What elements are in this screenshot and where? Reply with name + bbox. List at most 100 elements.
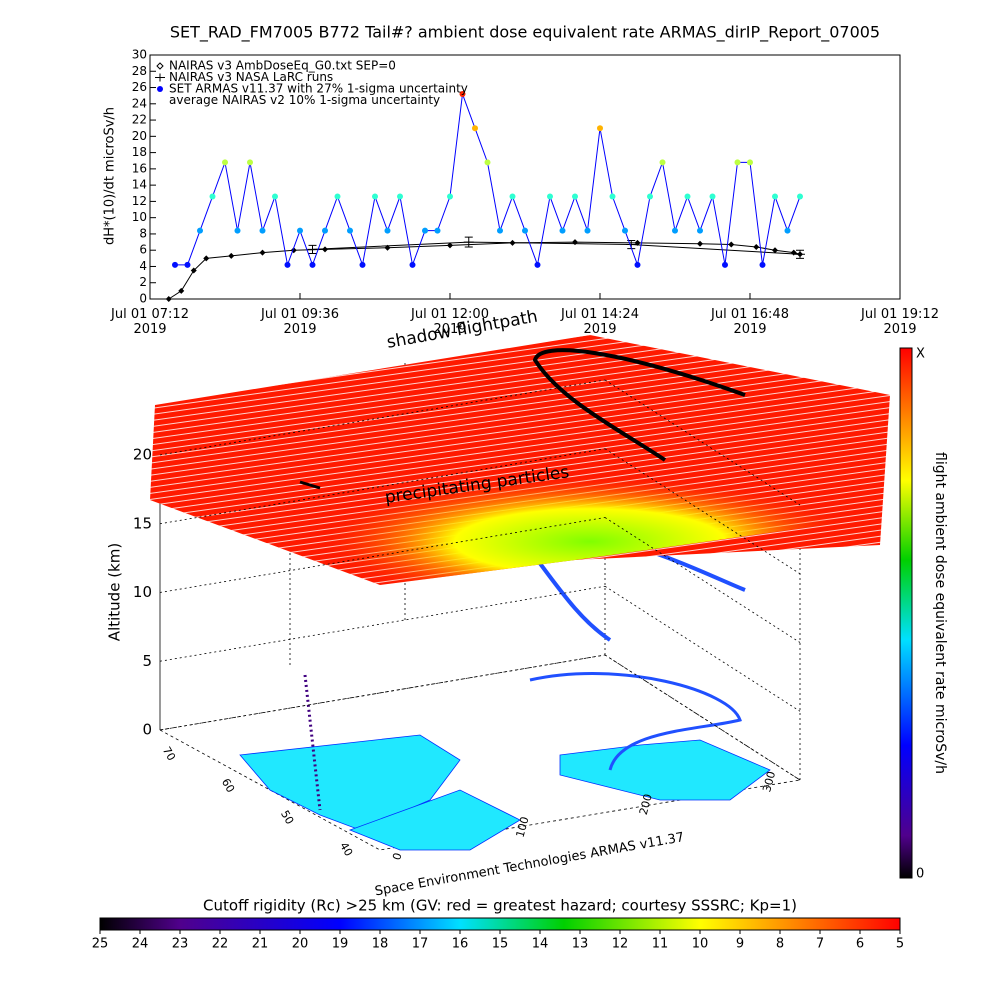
legend-marker bbox=[157, 86, 163, 92]
point bbox=[347, 227, 353, 234]
point bbox=[534, 261, 541, 268]
point bbox=[659, 159, 666, 166]
z-grid bbox=[604, 379, 801, 506]
point bbox=[697, 227, 703, 234]
point bbox=[484, 159, 491, 166]
z-grid bbox=[604, 654, 801, 781]
point bbox=[259, 227, 266, 234]
colorbar-tick-label: 21 bbox=[252, 937, 269, 952]
point bbox=[522, 227, 528, 234]
lon-tick-label: 0 bbox=[390, 851, 404, 861]
series-line bbox=[312, 241, 801, 255]
colorbar-tick-label: 16 bbox=[452, 937, 469, 952]
colorbar-tick-label: 10 bbox=[692, 937, 709, 952]
point bbox=[634, 261, 641, 268]
y-tick-label: 18 bbox=[132, 145, 147, 159]
colorbar-tick-label: 24 bbox=[132, 937, 149, 952]
point bbox=[297, 227, 303, 234]
z-tick-label: 15 bbox=[133, 514, 152, 532]
slab-hotspot bbox=[260, 440, 860, 585]
point bbox=[597, 125, 603, 132]
z-grid bbox=[159, 585, 606, 662]
point bbox=[734, 159, 741, 166]
y-tick-label: 28 bbox=[132, 64, 147, 78]
point bbox=[334, 193, 341, 200]
point bbox=[753, 243, 760, 250]
point bbox=[197, 227, 203, 234]
point bbox=[359, 261, 366, 268]
point bbox=[259, 249, 266, 256]
y-tick-label: 2 bbox=[139, 275, 147, 289]
point bbox=[272, 193, 278, 200]
error-bar bbox=[626, 239, 637, 250]
point bbox=[372, 193, 378, 200]
point bbox=[384, 227, 391, 234]
y-tick-label: 10 bbox=[132, 210, 147, 224]
z-grid bbox=[604, 585, 801, 712]
lon-tick-label: 200 bbox=[637, 793, 655, 817]
legend-marker bbox=[156, 62, 164, 70]
y-tick-label: 22 bbox=[132, 113, 147, 127]
colorbar-tick-label: 14 bbox=[532, 937, 549, 952]
legend-marker bbox=[155, 73, 165, 82]
x-tick-label: Jul 01 19:12 2019 bbox=[861, 307, 939, 337]
y-label: dH*(10)/dt microSv/h bbox=[103, 107, 118, 245]
z-grid bbox=[159, 379, 606, 456]
point bbox=[572, 193, 578, 200]
colorbar-tick-label: 6 bbox=[856, 937, 864, 952]
colorbar-end: 0 bbox=[916, 867, 924, 882]
z-grid bbox=[604, 517, 801, 643]
y-tick-label: 30 bbox=[132, 48, 147, 62]
legend-entry: average NAIRAS v2 10% 1-sigma uncertaint… bbox=[169, 93, 440, 107]
error-bar bbox=[463, 236, 474, 248]
point bbox=[672, 227, 678, 234]
point bbox=[322, 246, 328, 253]
point bbox=[234, 227, 241, 234]
point bbox=[447, 242, 453, 249]
point bbox=[772, 247, 778, 254]
point bbox=[397, 193, 403, 200]
y-tick-label: 20 bbox=[132, 129, 147, 143]
colorbar-tick-label: 7 bbox=[816, 937, 824, 952]
point bbox=[472, 125, 478, 132]
point bbox=[190, 267, 197, 274]
colorbar-tick-label: 17 bbox=[412, 937, 429, 952]
colorbar-end: X bbox=[916, 347, 925, 362]
colorbar-right bbox=[899, 347, 913, 879]
y-tick-label: 16 bbox=[132, 161, 147, 175]
point bbox=[222, 159, 228, 166]
lon-tick-label: 100 bbox=[514, 815, 532, 839]
point bbox=[759, 261, 766, 268]
point bbox=[409, 261, 416, 268]
z-tick-label: 5 bbox=[142, 652, 152, 670]
colorbar-tick-label: 12 bbox=[612, 937, 629, 952]
point bbox=[228, 252, 235, 259]
legend-entry: NAIRAS v3 NASA LaRC runs bbox=[169, 70, 333, 84]
point bbox=[447, 193, 453, 200]
z-tick-label: 10 bbox=[133, 583, 152, 601]
point bbox=[747, 159, 753, 166]
z-grid bbox=[159, 448, 606, 525]
colorbar-tick-label: 15 bbox=[492, 937, 509, 952]
z-label: Altitude (km) bbox=[106, 543, 124, 641]
point bbox=[684, 193, 691, 200]
point bbox=[209, 193, 216, 200]
point bbox=[184, 261, 191, 268]
x-tick-label: Jul 01 14:24 2019 bbox=[561, 307, 639, 337]
z-grid bbox=[604, 448, 801, 575]
point bbox=[247, 159, 253, 166]
y-tick-label: 6 bbox=[139, 243, 147, 257]
colorbar-tick-label: 19 bbox=[332, 937, 349, 952]
point bbox=[203, 255, 210, 262]
colorbar-label: flight ambient dose equivalent rate micr… bbox=[932, 452, 948, 774]
colorbar-tick-label: 18 bbox=[372, 937, 389, 952]
x-tick-label: Jul 01 12:00 2019 bbox=[411, 307, 489, 337]
shadow-path-piece bbox=[299, 480, 321, 490]
x-tick-label: Jul 01 16:48 2019 bbox=[711, 307, 789, 337]
colorbar-tick-label: 11 bbox=[652, 937, 669, 952]
shadow-path bbox=[532, 348, 746, 462]
x-tick-label: Jul 01 07:12 2019 bbox=[111, 307, 189, 337]
point bbox=[647, 193, 653, 200]
colorbar-tick-label: 8 bbox=[776, 937, 784, 952]
